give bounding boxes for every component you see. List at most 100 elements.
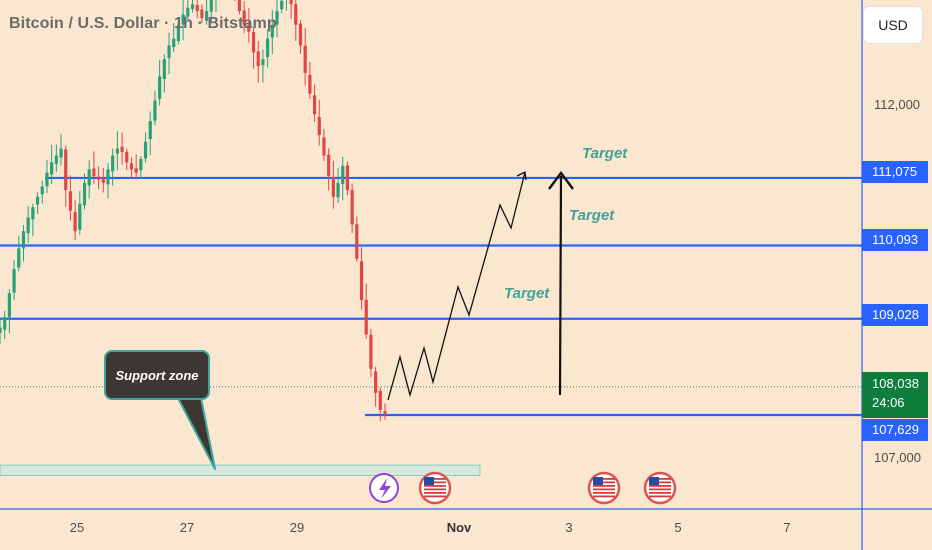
flag-stripe bbox=[593, 481, 615, 484]
level-tag-111075: 111,075 bbox=[862, 161, 928, 183]
support-zone-callout: Support zone bbox=[104, 350, 210, 400]
candle-body bbox=[172, 38, 176, 47]
support-zone-box bbox=[0, 464, 481, 476]
flag-stripe bbox=[593, 488, 615, 491]
bolt-icon-glyph bbox=[379, 478, 391, 499]
flag-stripe bbox=[593, 495, 615, 498]
candle-body bbox=[120, 146, 124, 153]
candle-body bbox=[369, 334, 373, 369]
flag-stripe bbox=[649, 495, 671, 498]
price-tick-112000: 112,000 bbox=[874, 97, 921, 112]
candle-body bbox=[21, 231, 26, 249]
flag-canton bbox=[593, 477, 603, 485]
candle-body bbox=[190, 4, 195, 9]
candle-body bbox=[200, 9, 204, 18]
candle-body bbox=[78, 203, 82, 230]
candle-body bbox=[82, 183, 87, 206]
target-arrow-head bbox=[548, 171, 574, 190]
candle-body bbox=[270, 24, 274, 38]
candle-body bbox=[280, 0, 284, 10]
flag-stripe bbox=[424, 488, 446, 491]
candle-body bbox=[378, 390, 382, 411]
flag-stripe bbox=[424, 495, 446, 498]
candle-body bbox=[308, 74, 312, 94]
candle-body bbox=[167, 45, 171, 59]
candle-body bbox=[247, 24, 251, 32]
flag-stripe bbox=[593, 485, 615, 487]
target-label-lower: Target bbox=[504, 285, 550, 302]
candle-body bbox=[7, 293, 11, 318]
candle-body bbox=[96, 176, 101, 180]
candle-body bbox=[153, 100, 157, 121]
candle-body bbox=[139, 158, 143, 171]
candle-body bbox=[176, 24, 181, 42]
candle-body bbox=[45, 172, 49, 187]
candle-body bbox=[317, 116, 321, 135]
candle-body bbox=[336, 183, 340, 198]
candle-body bbox=[331, 177, 335, 197]
candle-body bbox=[195, 4, 199, 12]
flag-stripe bbox=[649, 478, 671, 480]
candle-body bbox=[92, 168, 96, 177]
candle-body bbox=[303, 45, 307, 73]
projected-path-arrowhead bbox=[516, 171, 527, 181]
target-label-middle: Target bbox=[569, 207, 615, 224]
candle-body bbox=[129, 163, 134, 170]
candle-body bbox=[383, 411, 387, 414]
candle-body bbox=[289, 0, 293, 5]
candle-body bbox=[251, 32, 256, 53]
flag-canton bbox=[649, 477, 659, 485]
current-price-value: 108,038 bbox=[872, 376, 919, 391]
time-tick-3: 3 bbox=[565, 520, 573, 535]
time-tick-7: 7 bbox=[783, 520, 791, 535]
time-tick-nov: Nov bbox=[446, 520, 472, 535]
us-flag-icon bbox=[643, 471, 677, 505]
flag-stripe bbox=[649, 485, 671, 487]
candle-body bbox=[261, 59, 265, 66]
candle-body bbox=[242, 10, 246, 25]
projected-path bbox=[387, 171, 526, 401]
flag-stripe bbox=[649, 488, 671, 491]
level-tag-107629: 107,629 bbox=[862, 419, 928, 441]
flag-stripe bbox=[593, 478, 615, 480]
candle-body bbox=[50, 162, 54, 175]
candle-body bbox=[111, 155, 115, 172]
candle-body bbox=[186, 7, 190, 17]
current-price-tag: 108,038 24:06 bbox=[862, 372, 928, 418]
candle-body bbox=[204, 11, 209, 21]
candle-body bbox=[181, 14, 185, 25]
candle-body bbox=[237, 0, 242, 12]
candle-body bbox=[158, 76, 162, 99]
candle-body bbox=[26, 217, 30, 234]
candle-body bbox=[345, 165, 350, 190]
flag-stripe bbox=[424, 492, 446, 494]
candle-body bbox=[87, 169, 91, 186]
candle-body bbox=[148, 121, 152, 140]
candle-body bbox=[3, 317, 7, 330]
candle-body bbox=[134, 168, 138, 173]
candle-body bbox=[31, 207, 35, 220]
candle-body bbox=[106, 169, 110, 185]
candle-body bbox=[298, 23, 303, 46]
candle-body bbox=[17, 248, 21, 268]
chart-title: Bitcoin / U.S. Dollar · 1h · Bitstamp bbox=[9, 15, 277, 32]
candle-body bbox=[73, 212, 77, 232]
time-tick-5: 5 bbox=[674, 520, 682, 535]
currency-button[interactable]: USD bbox=[863, 6, 923, 44]
candle-body bbox=[256, 51, 260, 67]
level-tag-110093: 110,093 bbox=[862, 229, 928, 251]
candle-body bbox=[12, 269, 16, 293]
flag-stripe bbox=[424, 478, 446, 480]
candle-body bbox=[294, 4, 298, 25]
time-tick-29: 29 bbox=[289, 520, 305, 535]
candle-body bbox=[312, 95, 317, 115]
candle-body bbox=[266, 38, 270, 58]
candle-body bbox=[364, 299, 368, 335]
candle-body bbox=[355, 224, 359, 259]
target-arrow-shaft bbox=[558, 175, 563, 396]
target-label-top: Target bbox=[582, 145, 628, 162]
candle-body bbox=[40, 186, 44, 195]
flag-stripe bbox=[649, 481, 671, 484]
candle-body bbox=[341, 165, 345, 184]
